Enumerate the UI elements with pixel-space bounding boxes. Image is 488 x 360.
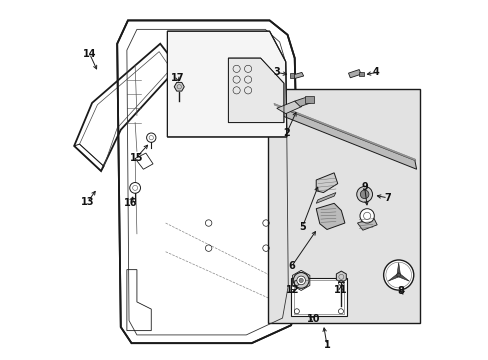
Polygon shape <box>273 103 415 161</box>
Text: 4: 4 <box>372 67 379 77</box>
Polygon shape <box>357 218 376 230</box>
Polygon shape <box>316 193 335 203</box>
Polygon shape <box>276 101 301 114</box>
Text: 14: 14 <box>82 49 96 59</box>
Text: 11: 11 <box>333 285 346 296</box>
Text: 16: 16 <box>123 198 137 208</box>
Text: 6: 6 <box>288 261 295 271</box>
Polygon shape <box>316 203 344 229</box>
Bar <box>293 280 343 314</box>
Polygon shape <box>316 173 337 193</box>
Bar <box>305 96 314 103</box>
Circle shape <box>396 273 400 277</box>
Polygon shape <box>273 105 416 169</box>
Text: 9: 9 <box>361 182 367 192</box>
Polygon shape <box>292 72 303 78</box>
Polygon shape <box>348 69 360 78</box>
Circle shape <box>383 260 413 290</box>
Circle shape <box>296 276 305 285</box>
Text: 13: 13 <box>81 197 94 207</box>
Circle shape <box>298 278 303 283</box>
Polygon shape <box>167 31 286 137</box>
Text: 7: 7 <box>384 193 390 203</box>
Polygon shape <box>174 82 184 91</box>
Circle shape <box>359 209 373 223</box>
Text: 8: 8 <box>396 286 403 296</box>
Polygon shape <box>396 273 408 281</box>
Circle shape <box>129 183 140 193</box>
Bar <box>267 89 419 323</box>
Text: 10: 10 <box>306 314 320 324</box>
Circle shape <box>356 186 372 202</box>
Text: 12: 12 <box>285 285 299 296</box>
Polygon shape <box>294 98 310 107</box>
Circle shape <box>293 273 308 288</box>
Polygon shape <box>387 273 400 281</box>
Bar <box>290 278 346 316</box>
Circle shape <box>360 190 368 199</box>
Polygon shape <box>336 271 346 283</box>
Bar <box>359 72 363 76</box>
Circle shape <box>146 133 156 142</box>
Text: 1: 1 <box>323 340 330 350</box>
Text: 3: 3 <box>273 67 280 77</box>
Text: 17: 17 <box>170 73 184 83</box>
Polygon shape <box>228 58 284 123</box>
Text: 5: 5 <box>299 222 305 231</box>
Polygon shape <box>396 263 400 276</box>
Text: 15: 15 <box>129 153 142 163</box>
Bar <box>289 73 293 78</box>
Polygon shape <box>117 21 298 343</box>
Text: 2: 2 <box>283 129 289 138</box>
